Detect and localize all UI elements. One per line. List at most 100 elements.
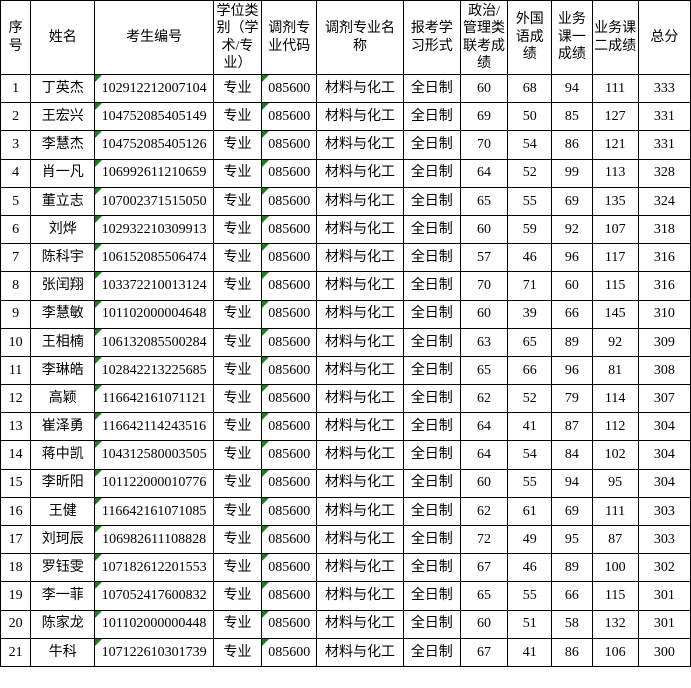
- cell-major_code: 085600: [261, 214, 318, 245]
- cell-course1_score: 99: [551, 158, 593, 188]
- cell-degree_type: 专业: [212, 412, 263, 442]
- cell-foreign_language_score: 65: [507, 327, 553, 357]
- cell-major_name: 材料与化工: [316, 581, 404, 611]
- cell-major_name: 材料与化工: [316, 299, 404, 329]
- score-table-body: 1 丁英杰 102912212007104 专业 085600 材料与化工 全日制 60 68 9…: [0, 73, 691, 667]
- cell-index: 16: [0, 496, 32, 527]
- cell-total_score: 324: [637, 186, 691, 216]
- table-row: 1 丁英杰 102912212007104 专业 085600 材料与化工 全日制 60 68 9…: [0, 73, 691, 104]
- cell-politics_score: 65: [459, 186, 509, 216]
- cell-major_name: 材料与化工: [316, 496, 404, 527]
- cell-major_name: 材料与化工: [316, 412, 404, 442]
- cell-candidate_no: 104752085405149: [94, 102, 214, 132]
- cell-major_code: 085600: [261, 637, 318, 667]
- cell-degree_type: 专业: [212, 553, 263, 583]
- cell-total_score: 310: [637, 299, 691, 329]
- cell-name: 牛科: [30, 637, 96, 667]
- cell-major_name: 材料与化工: [316, 158, 404, 188]
- cell-degree_type: 专业: [212, 271, 263, 301]
- cell-major_name: 材料与化工: [316, 384, 404, 414]
- cell-degree_type: 专业: [212, 158, 263, 188]
- cell-candidate_no: 102932210309913: [94, 214, 214, 245]
- table-row: 7 陈科宇 106152085506474 专业 085600 材料与化工 全日制 57 46 9…: [0, 243, 691, 273]
- cell-index: 19: [0, 581, 32, 611]
- cell-major_name: 材料与化工: [316, 637, 404, 667]
- table-row: 16 王健 116642161071085 专业 085600 材料与化工 全日制 62 61 6…: [0, 496, 691, 527]
- cell-candidate_no: 103372210013124: [94, 271, 214, 301]
- cell-politics_score: 64: [459, 440, 509, 470]
- cell-degree_type: 专业: [212, 496, 263, 527]
- cell-degree_type: 专业: [212, 130, 263, 160]
- cell-politics_score: 60: [459, 609, 509, 639]
- cell-course2_score: 117: [591, 243, 639, 273]
- table-row: 20 陈家龙 101102000000448 专业 085600 材料与化工 全日制 60 51…: [0, 609, 691, 639]
- cell-index: 9: [0, 299, 32, 329]
- cell-index: 8: [0, 271, 32, 301]
- table-row: 14 蒋中凯 104312580003505 专业 085600 材料与化工 全日制 64 54…: [0, 440, 691, 470]
- cell-major_code: 085600: [261, 102, 318, 132]
- column-header-politics-score: 政治/管理类联考成绩: [459, 0, 509, 75]
- cell-degree_type: 专业: [212, 214, 263, 245]
- cell-total_score: 316: [637, 271, 691, 301]
- cell-course1_score: 87: [551, 412, 593, 442]
- cell-major_code: 085600: [261, 581, 318, 611]
- table-row: 12 高颖 116642161071121 专业 085600 材料与化工 全日制 62 52 7…: [0, 384, 691, 414]
- cell-politics_score: 62: [459, 496, 509, 527]
- cell-total_score: 303: [637, 496, 691, 527]
- cell-degree_type: 专业: [212, 102, 263, 132]
- cell-study_form: 全日制: [402, 412, 461, 442]
- cell-course1_score: 60: [551, 271, 593, 301]
- cell-study_form: 全日制: [402, 468, 461, 498]
- cell-index: 14: [0, 440, 32, 470]
- cell-course1_score: 92: [551, 214, 593, 245]
- cell-major_name: 材料与化工: [316, 130, 404, 160]
- cell-foreign_language_score: 41: [507, 412, 553, 442]
- cell-major_name: 材料与化工: [316, 468, 404, 498]
- cell-course2_score: 127: [591, 102, 639, 132]
- cell-politics_score: 60: [459, 299, 509, 329]
- cell-name: 张闰翔: [30, 271, 96, 301]
- cell-politics_score: 67: [459, 637, 509, 667]
- cell-name: 刘珂辰: [30, 524, 96, 555]
- cell-degree_type: 专业: [212, 637, 263, 667]
- cell-course1_score: 96: [551, 355, 593, 386]
- cell-major_code: 085600: [261, 355, 318, 386]
- cell-course1_score: 89: [551, 327, 593, 357]
- cell-total_score: 304: [637, 440, 691, 470]
- cell-index: 5: [0, 186, 32, 216]
- cell-politics_score: 57: [459, 243, 509, 273]
- cell-course1_score: 89: [551, 553, 593, 583]
- cell-candidate_no: 116642161071085: [94, 496, 214, 527]
- cell-foreign_language_score: 52: [507, 158, 553, 188]
- cell-degree_type: 专业: [212, 243, 263, 273]
- table-row: 4 肖一凡 106992611210659 专业 085600 材料与化工 全日制 64 52 9…: [0, 158, 691, 188]
- cell-candidate_no: 107182612201553: [94, 553, 214, 583]
- cell-study_form: 全日制: [402, 186, 461, 216]
- cell-foreign_language_score: 50: [507, 102, 553, 132]
- table-row: 11 李琳皓 102842213225685 专业 085600 材料与化工 全日制 65 66…: [0, 355, 691, 386]
- cell-major_code: 085600: [261, 130, 318, 160]
- column-header-study-form: 报考学习形式: [402, 0, 461, 75]
- cell-degree_type: 专业: [212, 355, 263, 386]
- cell-candidate_no: 116642114243516: [94, 412, 214, 442]
- table-row: 18 罗钰雯 107182612201553 专业 085600 材料与化工 全日制 67 46…: [0, 553, 691, 583]
- table-row: 3 李慧杰 104752085405126 专业 085600 材料与化工 全日制 70 54 8…: [0, 130, 691, 160]
- cell-index: 1: [0, 73, 32, 104]
- cell-course2_score: 106: [591, 637, 639, 667]
- cell-name: 蒋中凯: [30, 440, 96, 470]
- cell-candidate_no: 102842213225685: [94, 355, 214, 386]
- cell-index: 11: [0, 355, 32, 386]
- cell-total_score: 300: [637, 637, 691, 667]
- cell-candidate_no: 116642161071121: [94, 384, 214, 414]
- cell-candidate_no: 106132085500284: [94, 327, 214, 357]
- table-row: 5 董立志 107002371515050 专业 085600 材料与化工 全日制 65 55 6…: [0, 186, 691, 216]
- cell-foreign_language_score: 52: [507, 384, 553, 414]
- cell-course2_score: 121: [591, 130, 639, 160]
- table-row: 8 张闰翔 103372210013124 专业 085600 材料与化工 全日制 70 71 6…: [0, 271, 691, 301]
- cell-politics_score: 72: [459, 524, 509, 555]
- cell-study_form: 全日制: [402, 271, 461, 301]
- cell-course2_score: 115: [591, 581, 639, 611]
- cell-candidate_no: 107002371515050: [94, 186, 214, 216]
- cell-foreign_language_score: 59: [507, 214, 553, 245]
- cell-name: 王宏兴: [30, 102, 96, 132]
